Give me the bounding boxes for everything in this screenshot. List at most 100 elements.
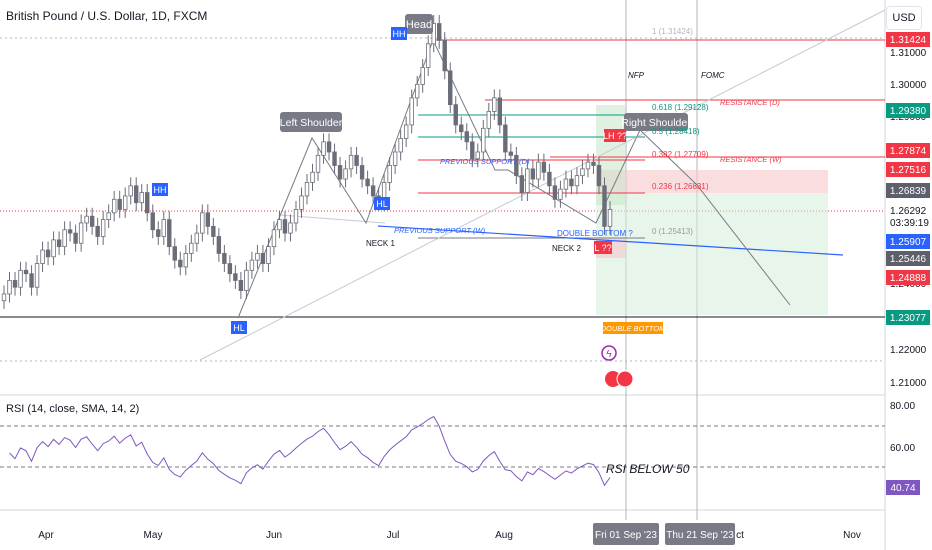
candle [514, 154, 519, 177]
time-label-sep01: Fri 01 Sep '23 [595, 530, 657, 541]
price-axis-labels: 1.31424 1.29380 1.27874 1.27516 1.26839 1.259… [886, 32, 930, 325]
candle [100, 219, 106, 237]
price-label-box [886, 234, 930, 249]
price-label: 1.26839 [890, 186, 927, 197]
candle [95, 225, 100, 237]
prev-support-d-label: PREVIOUS SUPPORT (D) [440, 157, 530, 166]
candle [227, 263, 233, 275]
lightning-glyph: ϟ [606, 349, 612, 360]
candle [354, 154, 359, 166]
neck1-label: NECK 1 [366, 239, 395, 248]
candle [194, 232, 200, 244]
price-label-box [886, 103, 930, 118]
candle [508, 151, 514, 156]
candle [365, 178, 370, 187]
candle [492, 97, 497, 112]
candle [585, 161, 591, 170]
candle [563, 178, 569, 190]
hh-badge-1 [391, 27, 407, 40]
lightning-event-icon[interactable] [601, 345, 617, 361]
prev-support-w-label: PREVIOUS SUPPORT (W) [394, 226, 486, 235]
candle [34, 263, 40, 288]
resistance-d-label: RESISTANCE (D) [720, 98, 780, 107]
rsi-note: RSI BELOW 50 [606, 462, 690, 476]
candle [370, 185, 376, 197]
price-axis[interactable]: 1.310001.300001.290001.2629203:39:191.24… [890, 48, 929, 389]
crosshair-date-box-2 [665, 523, 735, 545]
time-label-jul: Jul [387, 530, 400, 541]
price-tick: 1.21000 [890, 378, 927, 389]
candlestick-series [1, 15, 613, 310]
candle [1, 293, 7, 302]
candle [172, 246, 177, 261]
candle [459, 124, 464, 133]
candle [277, 219, 282, 231]
price-tick: 1.26292 [890, 206, 927, 217]
candle [442, 40, 447, 72]
candle [420, 67, 425, 85]
candle [150, 212, 155, 231]
candle [161, 219, 166, 237]
candle [189, 242, 194, 254]
candle [403, 124, 409, 139]
us-flag-event-icon[interactable] [605, 371, 621, 387]
price-label-box [886, 162, 930, 177]
candle [205, 212, 211, 227]
l-badge [594, 241, 612, 254]
candle [178, 259, 183, 268]
left-shoulder-box [280, 112, 342, 132]
candle [128, 185, 133, 197]
price-label: 1.27874 [890, 146, 927, 157]
right-shoulder-label: Right Shoulder [621, 117, 691, 129]
fib-0-label: 0 (1.25413) [652, 227, 693, 236]
time-axis[interactable]: Apr May Jun Jul Aug Fri 01 Sep '23 Thu 2… [38, 523, 861, 545]
time-label-nov: Nov [843, 530, 861, 541]
candle [486, 111, 491, 129]
candle [271, 229, 277, 248]
lh-badge [604, 129, 626, 142]
candle [45, 249, 51, 258]
time-label-aug: Aug [495, 530, 513, 541]
candle [117, 198, 122, 210]
candle [56, 239, 62, 248]
rsi-level-60: 60.00 [890, 443, 915, 454]
double-bottom-badge [603, 322, 663, 334]
candle [200, 212, 205, 234]
candle [464, 131, 469, 143]
rsi-title[interactable]: RSI (14, close, SMA, 14, 2) [6, 403, 140, 415]
candle [503, 124, 508, 153]
candle [569, 178, 574, 187]
us-flag-event-icon-2[interactable] [616, 370, 634, 388]
resistance-w-label: RESISTANCE (W) [720, 155, 782, 164]
candle [260, 252, 266, 264]
target-zone [596, 193, 828, 315]
candle [398, 138, 403, 153]
price-label-box [886, 270, 930, 285]
blue-support-line [377, 225, 844, 256]
candle [470, 141, 475, 160]
time-label-jun: Jun [266, 530, 282, 541]
price-label: 1.29380 [890, 106, 927, 117]
candle [51, 239, 56, 258]
candle [525, 168, 530, 193]
candle [359, 165, 365, 180]
price-label: 1.23077 [890, 313, 927, 324]
price-label: 1.27516 [890, 165, 927, 176]
time-label-sep21: Thu 21 Sep '23 [666, 530, 734, 541]
double-bottom-q-label: DOUBLE BOTTOM ? [557, 229, 633, 238]
candle [580, 168, 585, 177]
price-label-box [886, 251, 930, 266]
symbol-title[interactable]: British Pound / U.S. Dollar, 1D, FXCM [6, 9, 208, 23]
candle [167, 219, 172, 248]
candle [425, 43, 431, 68]
hl-badge-2 [374, 197, 390, 210]
crosshair-date-box-1 [593, 523, 659, 545]
candle [216, 236, 222, 254]
candle [343, 168, 348, 180]
candle [321, 141, 326, 156]
currency-button[interactable]: USD [886, 6, 922, 30]
candle [84, 215, 89, 224]
candle [266, 246, 271, 264]
candle [12, 280, 18, 288]
